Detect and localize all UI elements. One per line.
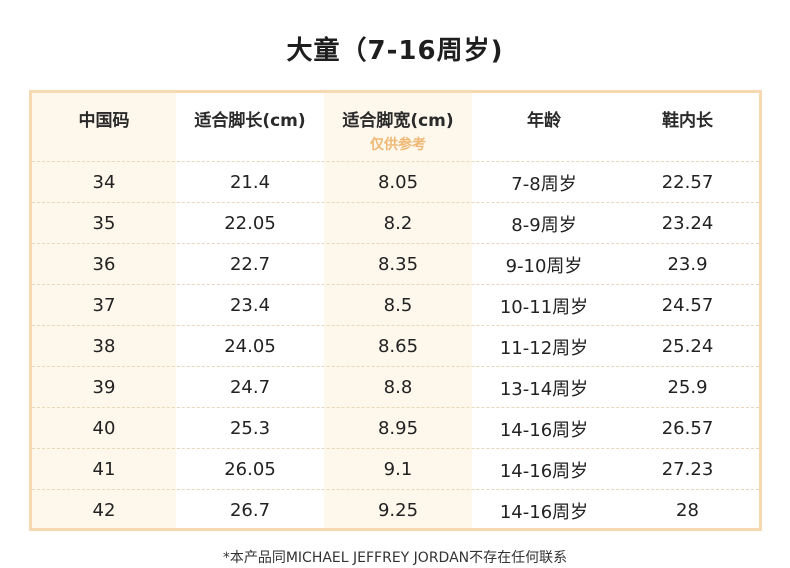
cell-china-size: 40	[92, 418, 116, 439]
cell-foot-length: 25.3	[229, 418, 271, 439]
cell-age: 8-9周岁	[511, 214, 577, 236]
footnote: *本产品同MICHAEL JEFFREY JORDAN不存在任何联系	[222, 550, 568, 566]
header-age: 年龄	[472, 93, 616, 161]
cell-foot-width: 8.8	[383, 377, 413, 398]
column-shade-width	[324, 93, 472, 528]
column-shade-size	[32, 93, 176, 528]
cell-foot-length: 26.7	[229, 500, 271, 521]
page-title: 大童（7-16周岁)	[286, 36, 504, 66]
header-label: 鞋内长	[662, 111, 713, 131]
cell-foot-length: 24.7	[229, 377, 271, 398]
table-row: 37 23.4 8.5 10-11周岁 24.57	[32, 284, 759, 326]
header-label: 中国码	[78, 111, 130, 131]
cell-foot-length: 22.7	[229, 254, 271, 275]
size-chart-table: 中国码 适合脚长(cm) 适合脚宽(cm) 仅供参考 年龄 鞋内长 34 21.4…	[29, 90, 762, 531]
cell-insole-length: 23.9	[667, 254, 708, 275]
cell-age: 14-16周岁	[499, 419, 589, 441]
cell-age: 11-12周岁	[499, 337, 589, 359]
cell-insole-length: 25.9	[667, 377, 708, 398]
cell-age: 10-11周岁	[499, 296, 589, 318]
cell-china-size: 38	[92, 336, 116, 357]
cell-foot-length: 24.05	[224, 336, 276, 357]
cell-insole-length: 22.57	[661, 172, 714, 193]
cell-china-size: 37	[92, 295, 116, 316]
cell-insole-length: 25.24	[661, 336, 714, 357]
header-insole-length: 鞋内长	[616, 93, 759, 161]
header-foot-length: 适合脚长(cm)	[176, 93, 324, 161]
cell-foot-width: 8.65	[377, 336, 419, 357]
table-row: 34 21.4 8.05 7-8周岁 22.57	[32, 161, 759, 203]
cell-insole-length: 27.23	[661, 459, 714, 480]
cell-china-size: 34	[92, 172, 116, 193]
table-row: 42 26.7 9.25 14-16周岁 28	[32, 489, 759, 531]
cell-foot-width: 9.25	[377, 500, 419, 521]
cell-age: 13-14周岁	[499, 378, 589, 400]
cell-foot-length: 23.4	[229, 295, 271, 316]
table-row: 39 24.7 8.8 13-14周岁 25.9	[32, 366, 759, 408]
cell-insole-length: 28	[676, 500, 699, 521]
header-label: 适合脚宽(cm)	[342, 111, 454, 131]
cell-insole-length: 24.57	[661, 295, 714, 316]
header-note: 仅供参考	[370, 137, 426, 153]
cell-insole-length: 26.57	[661, 418, 714, 439]
cell-foot-length: 22.05	[224, 213, 276, 234]
table-row: 36 22.7 8.35 9-10周岁 23.9	[32, 243, 759, 285]
cell-age: 14-16周岁	[499, 501, 589, 523]
table-row: 38 24.05 8.65 11-12周岁 25.24	[32, 325, 759, 367]
table-header-row: 中国码 适合脚长(cm) 适合脚宽(cm) 仅供参考 年龄 鞋内长	[32, 93, 759, 161]
table-row: 35 22.05 8.2 8-9周岁 23.24	[32, 202, 759, 244]
cell-china-size: 42	[92, 500, 116, 521]
cell-china-size: 36	[92, 254, 116, 275]
table-row: 41 26.05 9.1 14-16周岁 27.23	[32, 448, 759, 490]
table-row: 40 25.3 8.95 14-16周岁 26.57	[32, 407, 759, 449]
cell-china-size: 39	[92, 377, 116, 398]
cell-foot-length: 26.05	[224, 459, 276, 480]
cell-insole-length: 23.24	[661, 213, 714, 234]
header-china-size: 中国码	[32, 93, 176, 161]
cell-foot-width: 8.5	[383, 295, 413, 316]
header-label: 适合脚长(cm)	[194, 111, 306, 131]
cell-age: 9-10周岁	[505, 255, 583, 277]
cell-china-size: 35	[92, 213, 116, 234]
cell-foot-width: 8.05	[377, 172, 419, 193]
header-foot-width: 适合脚宽(cm) 仅供参考	[324, 93, 472, 161]
cell-foot-length: 21.4	[229, 172, 271, 193]
cell-foot-width: 8.2	[383, 213, 413, 234]
cell-foot-width: 9.1	[383, 459, 413, 480]
header-label: 年龄	[527, 111, 561, 131]
cell-china-size: 41	[92, 459, 116, 480]
cell-age: 7-8周岁	[511, 173, 577, 195]
cell-foot-width: 8.35	[377, 254, 419, 275]
cell-foot-width: 8.95	[377, 418, 419, 439]
cell-age: 14-16周岁	[499, 460, 589, 482]
